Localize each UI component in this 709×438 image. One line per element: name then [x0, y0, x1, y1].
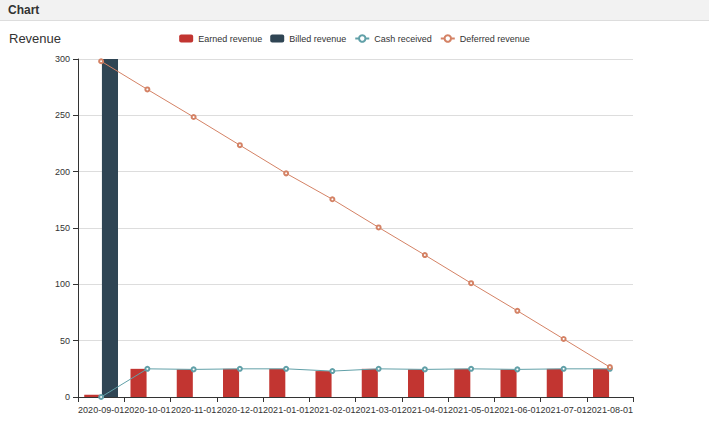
svg-text:200: 200	[55, 167, 70, 177]
svg-text:Billed revenue: Billed revenue	[289, 34, 346, 44]
svg-text:300: 300	[55, 54, 70, 64]
svg-text:2020-11-01: 2020-11-01	[171, 405, 216, 415]
svg-text:2021-02-01: 2021-02-01	[309, 405, 355, 415]
svg-text:2021-03-01: 2021-03-01	[356, 405, 402, 415]
svg-text:2021-01-01: 2021-01-01	[263, 405, 309, 415]
svg-text:Revenue: Revenue	[9, 31, 61, 46]
svg-text:150: 150	[55, 223, 70, 233]
svg-text:2020-09-01: 2020-09-01	[78, 405, 124, 415]
svg-text:Cash received: Cash received	[374, 34, 432, 44]
svg-text:Deferred revenue: Deferred revenue	[460, 34, 530, 44]
svg-text:100: 100	[55, 279, 70, 289]
svg-text:Earned revenue: Earned revenue	[198, 34, 262, 44]
svg-text:2020-10-01: 2020-10-01	[124, 405, 170, 415]
svg-text:2021-08-01: 2021-08-01	[587, 405, 633, 415]
svg-text:2021-07-01: 2021-07-01	[541, 405, 587, 415]
svg-text:2021-06-01: 2021-06-01	[494, 405, 540, 415]
svg-text:50: 50	[60, 336, 70, 346]
html-text:Chart: Chart	[8, 3, 40, 17]
svg-text:2021-05-01: 2021-05-01	[448, 405, 494, 415]
svg-text:2020-12-01: 2020-12-01	[217, 405, 263, 415]
svg-text:250: 250	[55, 110, 70, 120]
svg-text:2021-04-01: 2021-04-01	[402, 405, 448, 415]
svg-text:0: 0	[65, 392, 70, 402]
